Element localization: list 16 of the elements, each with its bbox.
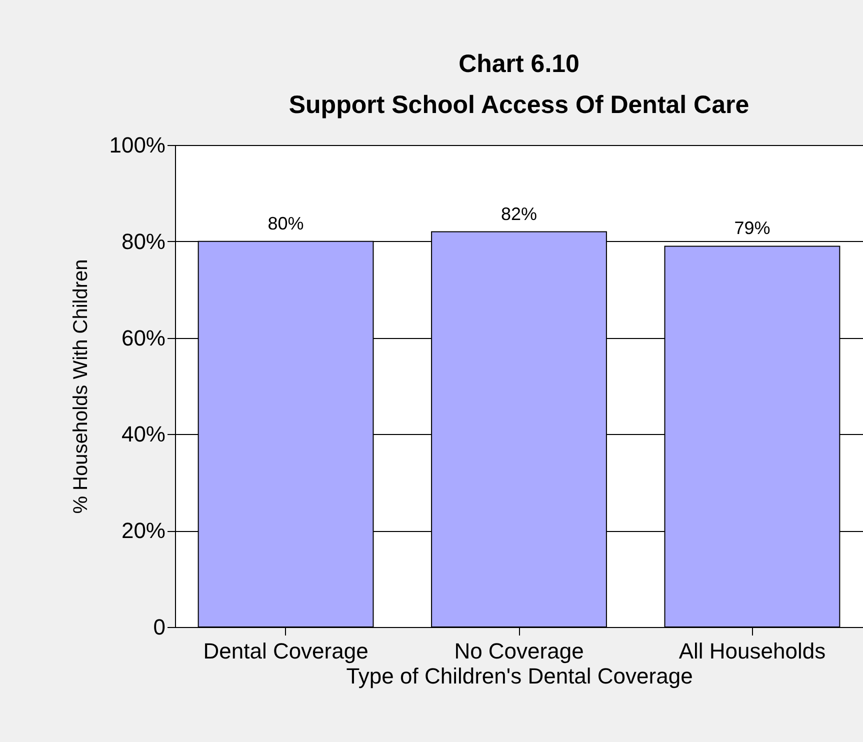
x-tick-label: No Coverage [454,638,584,664]
y-axis-title: % Households With Children [70,259,92,514]
x-axis-title: Type of Children's Dental Coverage [346,664,693,688]
y-tick-label: 0 [153,614,166,640]
y-tick-label: 20% [121,518,166,544]
data-label: 82% [500,204,538,224]
data-label: 79% [734,218,770,238]
y-tick-label: 100% [109,132,166,158]
y-tick-label: 60% [121,325,166,350]
y-tick-label: 40% [121,422,166,447]
chart-title: Chart 6.10 [458,50,580,78]
y-tick-label: 80% [121,228,166,254]
x-tick-label: All Households [678,638,826,664]
x-tick-label: Dental Coverage [203,638,368,664]
chart-subtitle: Support School Access Of Dental Care [288,91,750,119]
data-label: 80% [268,213,304,234]
